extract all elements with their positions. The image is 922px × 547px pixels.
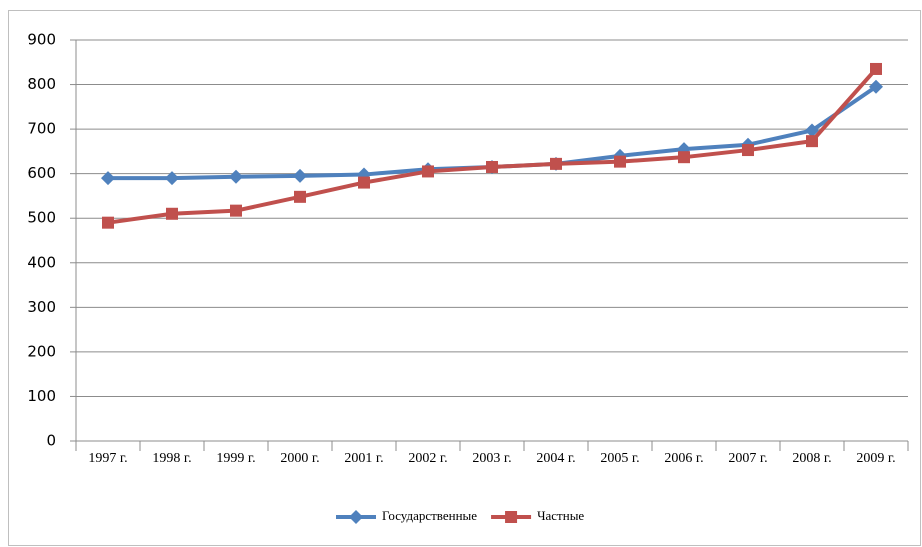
legend-label: Государственные [382,508,477,523]
marker [505,511,518,523]
y-tick-label: 0 [46,432,56,450]
marker [349,510,363,524]
x-tick-label: 2006 г. [664,451,703,466]
x-tick-label: 2009 г. [856,451,895,466]
x-tick-label: 2002 г. [408,451,447,466]
marker [869,79,883,94]
x-tick-label: 1998 г. [152,451,191,466]
x-tick-label: 2000 г. [280,451,319,466]
marker [293,168,307,183]
marker [486,160,498,173]
marker [101,171,115,186]
marker [230,204,242,217]
marker [806,135,818,148]
y-tick-label: 300 [27,298,56,316]
y-tick-label: 500 [27,209,56,227]
x-tick-label: 2007 г. [728,451,767,466]
y-tick-label: 700 [27,120,56,138]
y-tick-label: 900 [27,31,56,49]
marker [102,216,114,229]
marker [229,169,243,184]
y-tick-label: 100 [27,387,56,405]
y-tick-label: 800 [27,75,56,93]
y-tick-label: 600 [27,164,56,182]
x-tick-label: 2001 г. [344,451,383,466]
x-tick-label: 2004 г. [536,451,575,466]
y-tick-label: 200 [27,342,56,360]
marker [166,207,178,220]
marker [870,62,882,75]
marker [614,155,626,168]
y-tick-label: 400 [27,253,56,271]
marker [742,144,754,157]
marker [422,165,434,178]
legend-label: Частные [537,508,584,523]
x-tick-label: 2003 г. [472,451,511,466]
marker [678,151,690,164]
marker [358,176,370,189]
marker [550,157,562,170]
x-tick-label: 1997 г. [88,451,127,466]
chart-border [8,10,921,546]
marker [165,171,179,186]
x-tick-label: 2008 г. [792,451,831,466]
marker [805,123,819,138]
x-tick-label: 2005 г. [600,451,639,466]
x-tick-label: 1999 г. [216,451,255,466]
marker [294,190,306,203]
